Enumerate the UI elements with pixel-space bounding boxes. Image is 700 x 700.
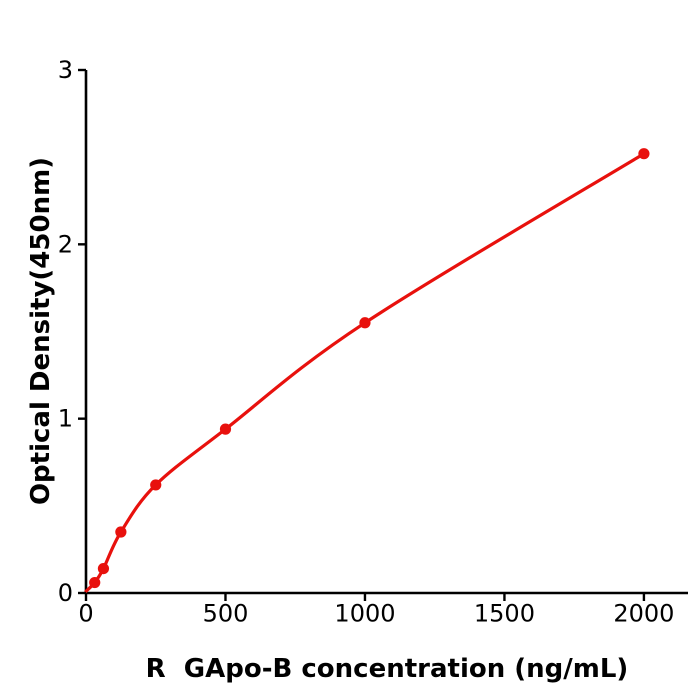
- axes: [84, 70, 688, 595]
- x-axis-title: R GApo-B concentration (ng/mL): [146, 654, 629, 684]
- x-tick-label: 2000: [613, 600, 674, 628]
- fit-curve: [84, 152, 646, 593]
- y-axis-title: Optical Density(450nm): [26, 157, 56, 505]
- y-tick-label: 3: [58, 56, 73, 84]
- data-point: [115, 526, 127, 538]
- fit-curve-layer: [84, 152, 646, 593]
- x-tick-label: 500: [203, 600, 249, 628]
- data-point: [359, 317, 371, 329]
- x-tick-label: 0: [78, 600, 93, 628]
- y-tick-label: 2: [58, 230, 73, 258]
- y-tick-label: 1: [58, 405, 73, 433]
- data-point: [97, 562, 110, 575]
- y-tick-label: 0: [58, 579, 73, 607]
- x-tick-label: 1500: [474, 600, 535, 628]
- data-point: [89, 576, 101, 589]
- tick-marks-layer: 0 500 1000 1500 2000 0 1 2 3: [58, 56, 675, 628]
- data-point: [150, 479, 162, 491]
- data-point: [638, 148, 650, 160]
- data-point: [219, 423, 232, 435]
- x-tick-label: 1000: [334, 600, 395, 628]
- data-points-layer: [89, 148, 650, 589]
